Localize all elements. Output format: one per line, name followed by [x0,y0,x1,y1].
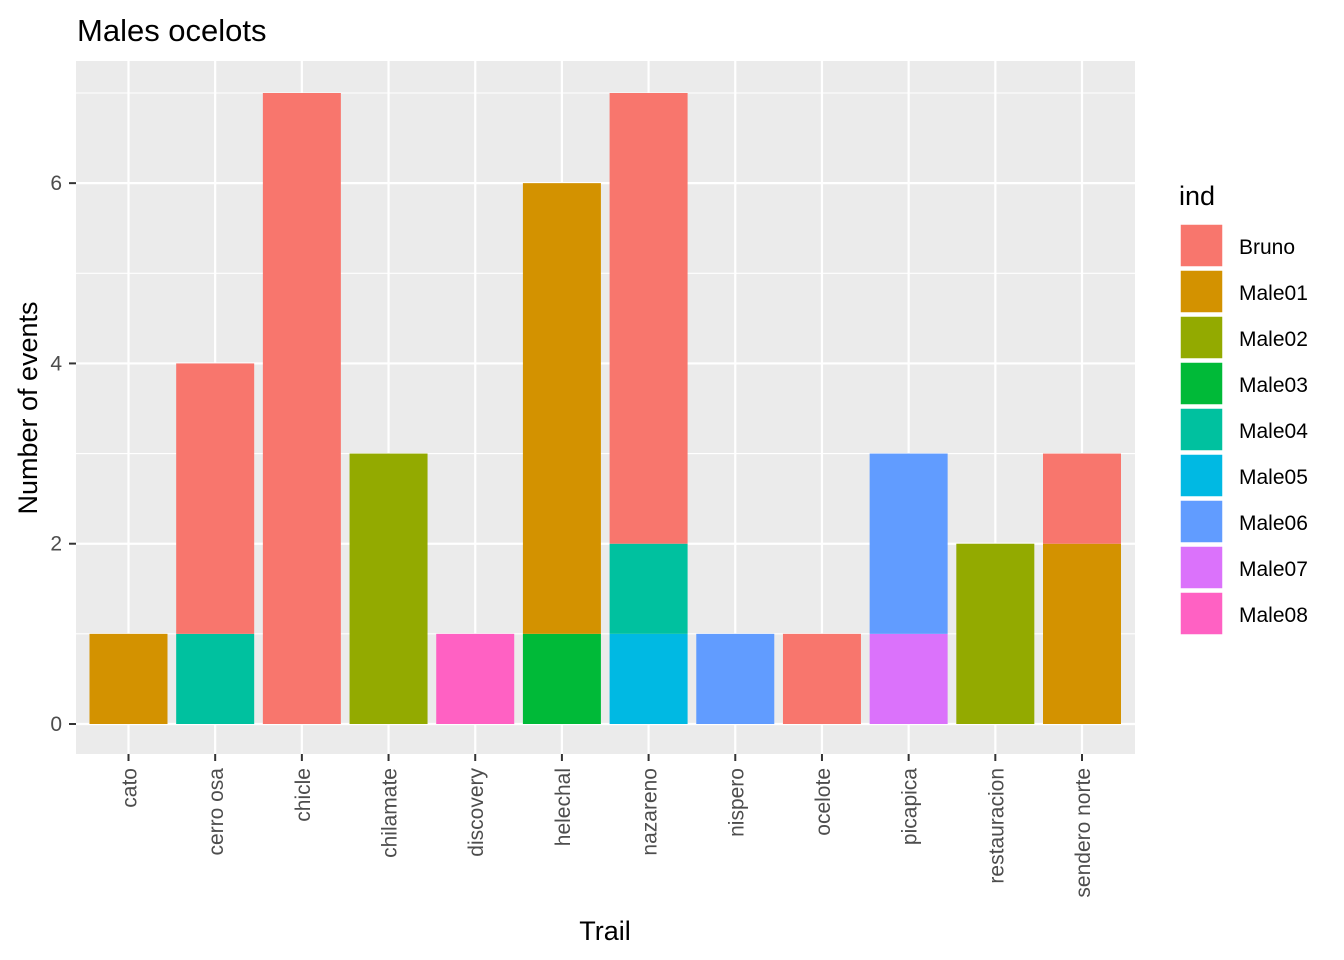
bar-segment [349,453,428,724]
legend-swatch [1179,315,1224,360]
bar-segment [522,633,601,724]
legend-swatch [1179,591,1224,636]
legend-label: Male08 [1239,604,1308,627]
bar-segment [176,363,255,634]
x-tick-label: ocelote [812,768,835,836]
legend-swatch [1179,545,1224,590]
bar-segment [869,453,948,634]
x-tick-label: cato [119,768,142,808]
bars [89,93,1121,724]
y-tick-label: 0 [50,713,62,736]
x-tick-label: helechal [552,768,575,846]
y-axis-title: Number of events [13,301,43,514]
x-tick-label: chilamate [379,768,402,858]
y-axis: 0 2 4 6 [50,172,76,736]
y-tick-label: 6 [50,172,62,195]
x-axis: cato cerro osa chicle chilamate discovery hel… [119,754,1095,898]
legend-swatch [1179,269,1224,314]
legend-title: ind [1179,181,1215,211]
legend-label: Male06 [1239,512,1308,535]
legend-swatch [1179,361,1224,406]
legend-swatch [1179,499,1224,544]
x-tick-label: discovery [465,768,488,857]
x-tick-label: restauracion [985,768,1008,884]
x-tick-label: sendero norte [1072,768,1095,898]
bar-segment [609,633,688,724]
bar-segment [89,633,168,724]
bar-segment [956,543,1035,724]
bar-segment [436,633,515,724]
x-tick-label: cerro osa [205,768,228,856]
x-tick-label: nazareno [639,768,662,856]
x-tick-label: nispero [725,768,748,837]
bar-segment [609,93,688,544]
legend-label: Male04 [1239,420,1308,443]
bar-segment [176,633,255,724]
bar-segment [1043,543,1121,724]
legend-label: Male01 [1239,282,1308,305]
x-tick-label: picapica [899,768,922,845]
x-tick-label: chicle [292,768,315,822]
bar-segment [1043,453,1121,544]
legend-label: Male05 [1239,466,1308,489]
legend-label: Male02 [1239,328,1308,351]
x-axis-title: Trail [579,916,631,946]
y-tick-label: 4 [50,352,62,375]
legend-swatch [1179,407,1224,452]
legend-label: Male07 [1239,558,1308,581]
legend: ind Bruno Male01 Male02 Male03 Male04 Male05 M… [1179,181,1308,636]
bar-segment [522,183,601,634]
y-tick-label: 2 [50,533,62,556]
legend-swatch [1179,223,1224,268]
legend-swatch [1179,453,1224,498]
bar-segment [782,633,861,724]
legend-label: Bruno [1239,236,1295,259]
bar-segment [869,633,948,724]
bar-segment [696,633,775,724]
bar-segment [262,93,341,724]
chart-title: Males ocelots [77,13,267,48]
legend-label: Male03 [1239,374,1308,397]
bar-segment [609,543,688,634]
